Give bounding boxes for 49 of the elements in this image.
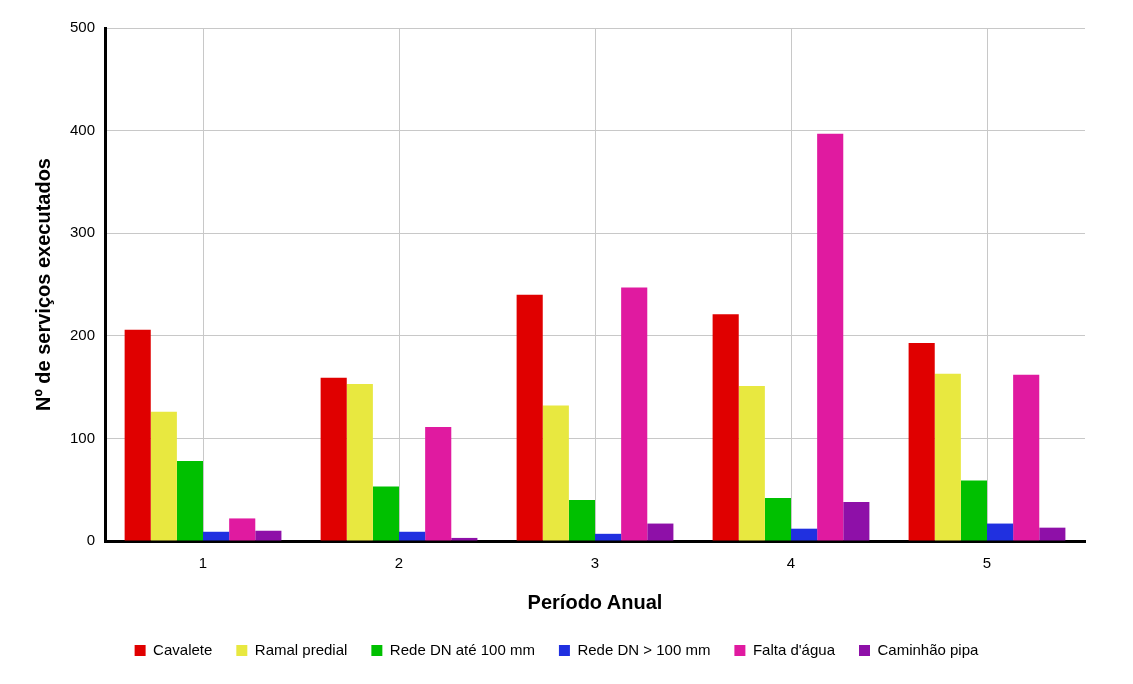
- bar: [568, 499, 596, 541]
- bar: [791, 528, 818, 541]
- y-tick-label: 400: [70, 120, 96, 138]
- bar: [843, 502, 870, 541]
- y-axis-title: Nº de serviços executados: [31, 158, 54, 411]
- legend-label: Cavalete: [153, 640, 213, 658]
- bar: [346, 384, 373, 541]
- bar: [372, 486, 400, 541]
- y-tick-label: 200: [70, 325, 96, 343]
- bar: [542, 405, 569, 541]
- y-tick-label: 500: [70, 18, 96, 36]
- y-tick-label: 100: [70, 428, 96, 446]
- bar: [1039, 527, 1066, 541]
- legend-label: Rede DN até 100 mm: [389, 640, 535, 658]
- bar: [320, 377, 347, 541]
- bar: [960, 480, 987, 541]
- bar: [738, 386, 765, 541]
- bar: [425, 427, 452, 541]
- bar: [595, 533, 622, 541]
- bar: [817, 133, 844, 541]
- y-tick-label: 0: [86, 531, 96, 549]
- bar: [255, 530, 282, 541]
- bar: [934, 373, 961, 541]
- bar: [516, 294, 543, 541]
- bar: [621, 287, 648, 541]
- y-tick-label: 300: [70, 223, 96, 241]
- x-tick-label: 5: [982, 554, 992, 572]
- bar: [451, 537, 478, 541]
- x-axis-title: Período Anual: [527, 590, 663, 613]
- bar: [124, 329, 151, 541]
- legend-label: Falta d'água: [752, 640, 836, 658]
- bar: [987, 523, 1014, 541]
- bar: [176, 460, 204, 541]
- x-tick-label: 1: [198, 554, 208, 572]
- bar: [1013, 374, 1040, 541]
- x-tick-label: 2: [394, 554, 404, 572]
- x-tick-label: 4: [786, 554, 796, 572]
- bar: [647, 523, 674, 541]
- legend-label: Ramal predial: [254, 640, 348, 658]
- bar: [908, 342, 935, 541]
- legend-label: Caminhão pipa: [877, 640, 980, 658]
- bar: [712, 314, 739, 541]
- bar: [150, 411, 177, 541]
- bar: [764, 497, 792, 541]
- legend-label: Rede DN > 100 mm: [577, 640, 711, 658]
- bar: [229, 518, 256, 541]
- x-tick-label: 3: [590, 554, 600, 572]
- bar: [203, 531, 230, 541]
- bar: [399, 531, 426, 541]
